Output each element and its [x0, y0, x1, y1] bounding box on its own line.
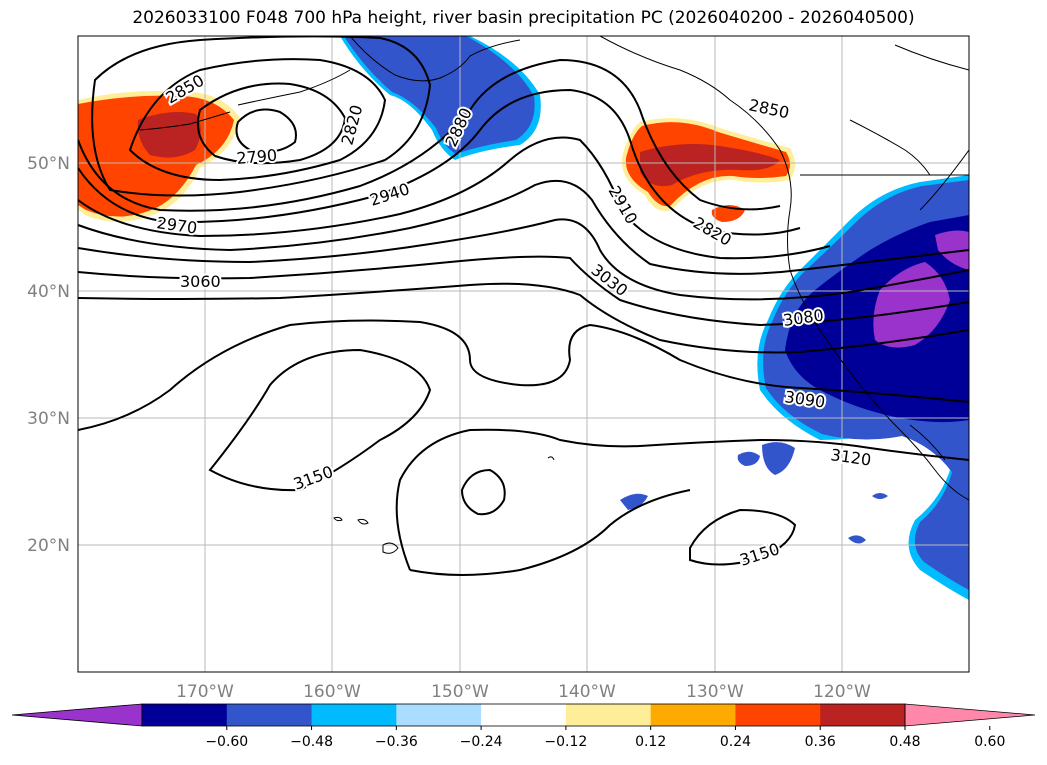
lat-label: 20°N	[27, 536, 70, 556]
contour-3150-center	[460, 468, 506, 516]
map-gridlines	[78, 36, 969, 672]
contour-2820-west	[196, 82, 347, 165]
colorbar-segment	[311, 704, 397, 726]
precip-negative-patch	[737, 451, 760, 466]
longitude-labels: 170°W 160°W 150°W 140°W 130°W 120°W	[176, 682, 871, 702]
contour-2940	[78, 88, 801, 236]
lat-label: 40°N	[27, 282, 70, 302]
contour-3150-bottom	[409, 489, 691, 576]
lat-label: 50°N	[27, 154, 70, 174]
contour-label: 3060	[180, 272, 221, 291]
map-area: 2850 2820 2880 2790 2940 2970 3060 2850 …	[78, 36, 969, 672]
colorbar: −0.60 −0.48 −0.36 −0.24 −0.12 0.12 0.24 0.36 0.4…	[11, 703, 1036, 750]
contour-label: 2970	[155, 213, 198, 237]
colorbar-tick-label: −0.12	[544, 734, 587, 750]
lon-label: 160°W	[303, 682, 361, 702]
lon-label: 170°W	[176, 682, 234, 702]
contour-3030	[78, 218, 969, 301]
lon-label: 150°W	[431, 682, 489, 702]
contour-2880-west	[91, 36, 432, 197]
colorbar-segment	[565, 704, 652, 726]
contour-3080	[78, 282, 969, 354]
colorbar-extend-high	[904, 703, 1036, 727]
colorbar-tick-label: 0.24	[720, 734, 751, 750]
contour-3120-south	[395, 428, 969, 571]
colorbar-segment	[142, 704, 228, 726]
contour-3090	[78, 319, 969, 431]
lon-label: 130°W	[686, 682, 744, 702]
colorbar-tick-label: −0.24	[460, 734, 503, 750]
colorbar-tick-label: 0.36	[805, 734, 836, 750]
colorbar-segment	[650, 704, 736, 726]
colorbar-segment	[735, 704, 821, 726]
contour-3060	[78, 255, 969, 327]
lat-label: 30°N	[27, 409, 70, 429]
colorbar-segment	[481, 704, 567, 726]
contour-2910	[78, 58, 781, 212]
colorbar-tick-label: 0.60	[974, 734, 1005, 750]
lon-label: 140°W	[558, 682, 616, 702]
colorbar-segment	[396, 704, 482, 726]
height-contours	[78, 36, 969, 576]
colorbar-tick-label: −0.60	[205, 734, 248, 750]
colorbar-tick-label: −0.48	[290, 734, 333, 750]
colorbar-tick-label: 0.12	[635, 734, 666, 750]
coastlines	[139, 36, 969, 554]
colorbar-extend-low	[11, 703, 143, 727]
colorbar-tick-label: −0.36	[375, 734, 418, 750]
colorbar-segment	[226, 704, 313, 726]
contour-3000	[78, 179, 969, 275]
latitude-labels: 50°N 40°N 30°N 20°N	[27, 154, 70, 556]
map-frame	[77, 35, 970, 673]
contour-2970	[78, 136, 831, 260]
colorbar-tick-label: 0.48	[889, 734, 920, 750]
contour-3120	[208, 348, 432, 492]
colorbar-frame	[141, 703, 906, 727]
colorbar-segment	[820, 704, 906, 726]
map-title: 2026033100 F048 700 hPa height, river ba…	[132, 8, 915, 28]
contour-label: 2790	[236, 146, 278, 168]
contour-2790	[235, 108, 297, 153]
lon-label: 120°W	[813, 682, 871, 702]
contour-2850-west	[128, 58, 387, 182]
contour-3150-south	[689, 508, 797, 566]
